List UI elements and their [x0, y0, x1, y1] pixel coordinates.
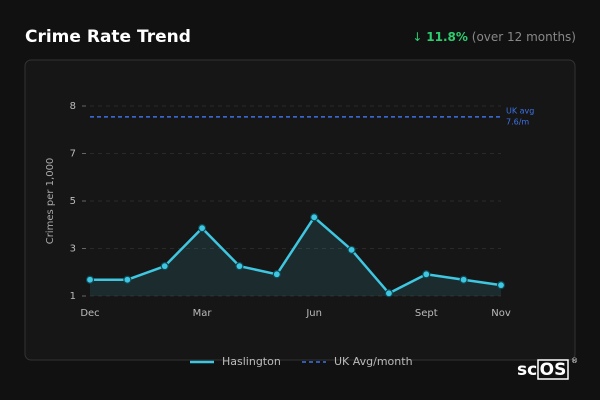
logo-box [537, 359, 569, 380]
logo: sc OS ® [517, 357, 578, 380]
point [160, 262, 169, 271]
y-tick-label: 8 [70, 101, 76, 112]
logo-mark: ® [571, 357, 578, 365]
y-tick-label: 7 [70, 149, 76, 160]
x-tick-label: Nov [491, 308, 511, 319]
point [347, 245, 356, 254]
legend-label: UK Avg/month [334, 355, 413, 368]
y-tick-label: 5 [70, 196, 76, 207]
y-tick-label: 3 [70, 244, 76, 255]
reference-label: UK avg [506, 106, 534, 115]
x-tick-label: Dec [80, 308, 99, 319]
point [459, 275, 468, 284]
change-arrow: ↓ [412, 30, 422, 44]
point [235, 262, 244, 271]
line [90, 216, 502, 295]
reference-label: 7.6/m [506, 117, 529, 126]
x-tick-label: Jun [305, 308, 322, 319]
change-value: 11.8% [426, 30, 468, 44]
point [123, 275, 132, 284]
point [496, 281, 506, 290]
change-summary: ↓ 11.8% (over 12 months) [412, 30, 576, 44]
point [197, 224, 207, 233]
x-tick-label: Mar [193, 308, 213, 319]
logo-left: sc [517, 360, 537, 380]
change-note: (over 12 months) [472, 30, 576, 44]
logo-right: OS [540, 360, 567, 380]
point [310, 213, 319, 222]
legend-label: Haslington [222, 355, 281, 368]
x-tick-label: Sept [415, 308, 438, 319]
y-tick-label: 1 [70, 291, 76, 302]
title: Crime Rate Trend [25, 27, 191, 47]
point [85, 275, 95, 284]
area [90, 217, 501, 296]
point [272, 270, 281, 279]
point [422, 270, 431, 279]
point [384, 289, 394, 298]
card [24, 59, 576, 361]
y-axis-label: Crimes per 1,000 [45, 158, 56, 245]
